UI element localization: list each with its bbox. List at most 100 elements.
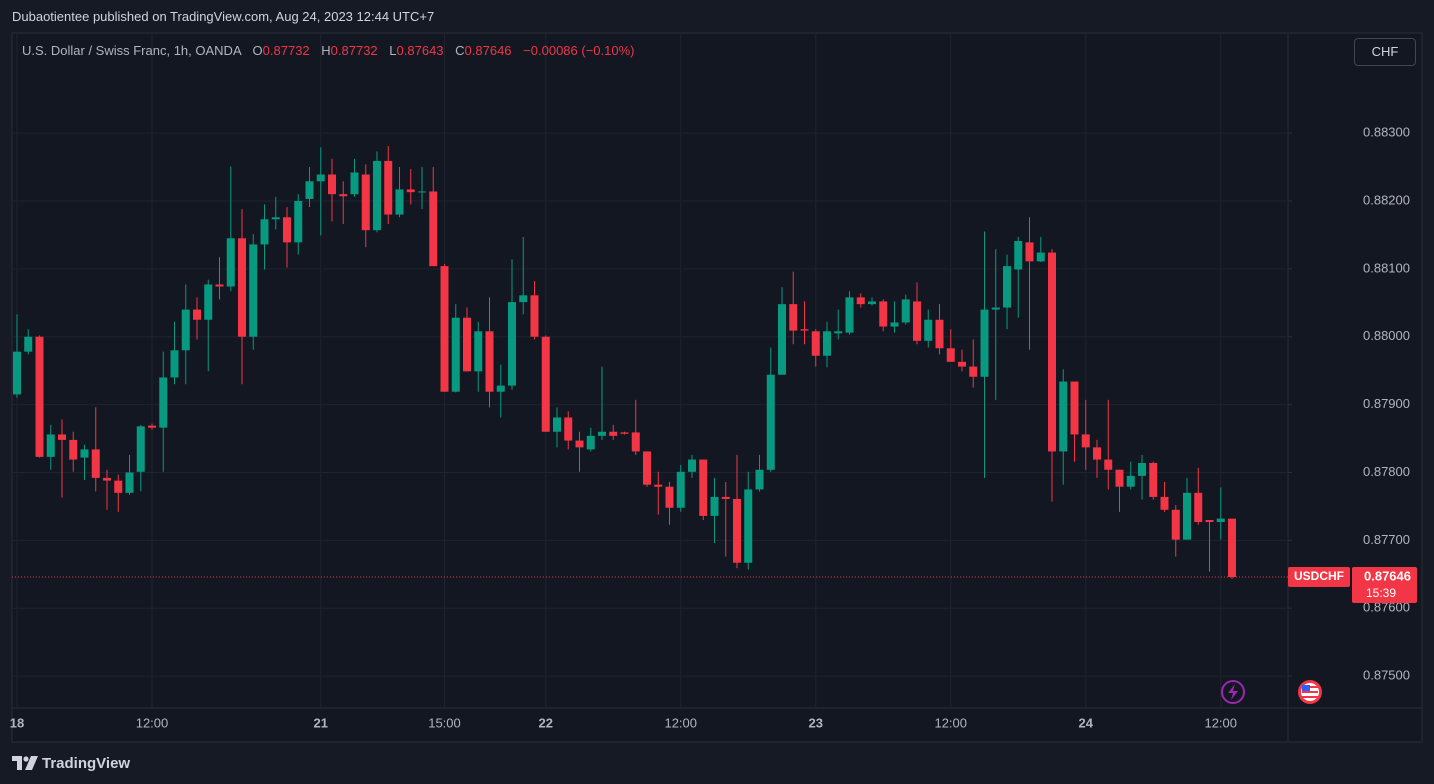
ohlc-label: C xyxy=(455,43,465,58)
candle-body xyxy=(1149,462,1158,497)
candle-body xyxy=(1059,381,1068,452)
x-tick-label: 12:00 xyxy=(934,715,967,730)
x-tick-label: 12:00 xyxy=(664,715,697,730)
candle-body xyxy=(924,319,933,341)
candle-body xyxy=(181,309,190,351)
y-tick-label: 0.88000 xyxy=(1363,328,1410,343)
candle-body xyxy=(845,297,854,333)
price-tag-label: 0.87646 xyxy=(1364,568,1411,583)
candle-body xyxy=(204,284,213,320)
candle-body xyxy=(136,426,145,472)
candle-body xyxy=(159,377,168,428)
candle-body xyxy=(1081,434,1090,448)
event-icon[interactable] xyxy=(1221,680,1245,704)
candle-body xyxy=(418,191,426,193)
candle-body xyxy=(249,244,258,337)
candle-body xyxy=(1171,509,1180,540)
candle-body xyxy=(879,301,888,327)
candle-body xyxy=(766,374,775,470)
ohlc-value: 0.87732 xyxy=(262,43,310,58)
candle-body xyxy=(91,449,100,478)
candle-body xyxy=(890,322,899,327)
candle-body xyxy=(1228,518,1236,578)
y-tick-label: 0.87700 xyxy=(1363,532,1410,547)
candle-body xyxy=(530,295,539,337)
ohlc-value: 0.87732 xyxy=(330,43,378,58)
y-tick-label: 0.88300 xyxy=(1363,125,1410,140)
symbol-legend: U.S. Dollar / Swiss Franc, 1h, OANDA O0.… xyxy=(22,43,634,58)
candle-body xyxy=(406,189,415,193)
candle-body xyxy=(361,174,370,231)
candle-body xyxy=(1194,492,1203,523)
candle-body xyxy=(271,217,280,220)
candle-body xyxy=(800,329,809,331)
candle-body xyxy=(553,417,561,432)
candle-body xyxy=(508,302,516,386)
candle-body xyxy=(103,477,111,481)
candle-body xyxy=(328,174,336,195)
candle-body xyxy=(395,189,404,215)
candle-body xyxy=(755,469,764,490)
x-tick-label: 23 xyxy=(809,715,823,730)
candle-body xyxy=(496,385,505,392)
publisher-line: Dubaotientee published on TradingView.co… xyxy=(12,9,435,24)
y-tick-label: 0.87900 xyxy=(1363,396,1410,411)
candle-body xyxy=(24,336,33,352)
candle-body xyxy=(575,440,584,448)
candle-body xyxy=(294,200,303,243)
x-tick-label: 12:00 xyxy=(1204,715,1237,730)
candle-body xyxy=(1036,252,1045,262)
candle-body xyxy=(193,309,201,320)
y-tick-label: 0.88100 xyxy=(1363,260,1410,275)
brand-name: TradingView xyxy=(42,754,131,772)
candle-body xyxy=(789,304,798,331)
ohlc-label: L xyxy=(389,43,397,58)
x-tick-label: 15:00 xyxy=(428,715,461,730)
candle-body xyxy=(114,480,123,493)
candle-body xyxy=(935,319,944,349)
candle-body xyxy=(710,496,719,516)
candle-body xyxy=(1003,266,1011,308)
candle-body xyxy=(901,299,910,323)
candle-body xyxy=(733,498,741,563)
candle-body xyxy=(215,284,224,287)
candle-body xyxy=(339,194,348,197)
candle-body xyxy=(13,351,21,395)
candle-body xyxy=(564,417,573,441)
y-tick-label: 0.87800 xyxy=(1363,464,1410,479)
ohlc-value: 0.87643 xyxy=(396,43,444,58)
candle-body xyxy=(1183,492,1191,540)
candle-body xyxy=(1104,459,1113,470)
candle-body xyxy=(125,472,134,493)
candle-body xyxy=(305,181,314,199)
candle-body xyxy=(823,331,831,356)
candle-body xyxy=(586,435,595,450)
candle-body xyxy=(316,174,325,182)
y-tick-label: 0.88200 xyxy=(1363,192,1410,207)
candle-body xyxy=(654,484,663,487)
candle-body xyxy=(946,348,955,362)
candle-body xyxy=(631,432,640,452)
candle-body xyxy=(46,434,55,457)
candle-body xyxy=(350,172,359,195)
candle-body xyxy=(429,191,438,267)
x-tick-label: 22 xyxy=(539,715,553,730)
candle-body xyxy=(665,486,674,508)
candle-body xyxy=(440,266,449,392)
candle-body xyxy=(643,451,651,485)
brand-logo xyxy=(12,756,38,770)
candle-body xyxy=(451,317,460,392)
economic-event-flag[interactable] xyxy=(1298,680,1322,704)
candle-body xyxy=(811,331,820,356)
x-tick-label: 12:00 xyxy=(136,715,169,730)
candle-body xyxy=(58,434,66,440)
candle-body xyxy=(238,238,246,337)
candle-body xyxy=(1205,519,1214,523)
candle-body xyxy=(969,366,978,377)
candle-body xyxy=(148,425,156,428)
candle-body xyxy=(958,361,966,367)
currency-button[interactable]: CHF xyxy=(1354,38,1416,66)
candle-body xyxy=(913,301,921,341)
